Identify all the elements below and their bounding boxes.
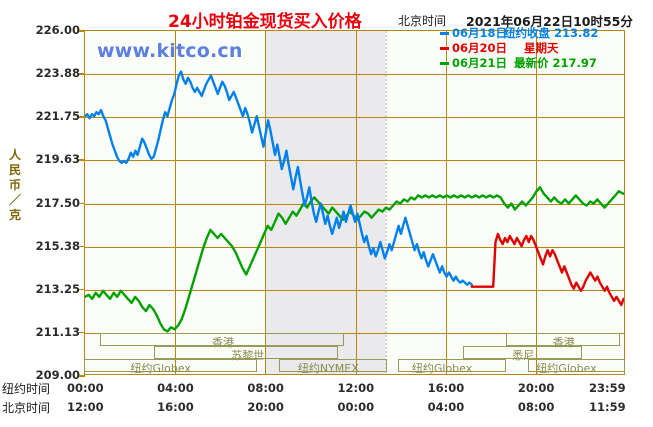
x-tick-label: 20:00: [247, 400, 284, 414]
gridline-vertical: [355, 31, 357, 374]
gridline-vertical: [445, 31, 447, 374]
legend-date: 06月18日: [452, 26, 508, 40]
y-axis-title: 人民币／克: [8, 148, 21, 222]
series-line-0618: [85, 70, 473, 286]
legend: 06月18日 纽约收盘 213.82 06月20日 星期天 06月21日 最新价…: [440, 26, 623, 71]
session-bar: [100, 333, 344, 346]
legend-date: 06月21日: [452, 56, 508, 70]
session-bar: [278, 359, 387, 372]
y-tick-mark: [79, 245, 85, 248]
x-tick-label: 16:00: [427, 381, 465, 395]
x-tick-label: 11:59: [589, 400, 626, 414]
session-label: 香港: [552, 335, 575, 349]
y-tick-label: 219.63: [35, 152, 80, 167]
x-tick-label: 12:00: [67, 400, 104, 414]
gridline-horizontal: [85, 117, 624, 119]
y-tick-mark: [79, 30, 85, 32]
y-tick-mark: [79, 331, 85, 334]
y-tick-mark: [79, 202, 85, 204]
legend-item-0620: 06月20日 星期天: [440, 41, 623, 56]
gridline-horizontal: [85, 203, 624, 205]
x-tick-label: 16:00: [157, 400, 194, 414]
session-bar: [397, 359, 506, 372]
session-label: 纽约Globex: [411, 361, 473, 375]
x-tick-label: 23:59: [589, 381, 626, 395]
price-series-svg: [85, 70, 624, 333]
gridline-horizontal: [85, 289, 624, 291]
y-tick-label: 211.13: [35, 324, 80, 339]
legend-item-0618: 06月18日 纽约收盘 213.82: [440, 26, 623, 41]
legend-date: 06月20日: [452, 41, 508, 55]
session-bar: [505, 333, 620, 346]
gridline-horizontal: [85, 160, 624, 162]
y-tick-mark: [79, 288, 85, 291]
y-tick-mark: [79, 159, 85, 161]
x-tick-label: 20:00: [517, 381, 555, 395]
gridline-vertical: [535, 31, 537, 374]
session-label: 苏黎世: [231, 348, 265, 362]
gridline-horizontal: [85, 332, 624, 334]
legend-swatch-icon: [440, 32, 449, 35]
session-highlight-edge: [385, 31, 387, 374]
gridline-vertical: [175, 31, 177, 374]
session-bar: [84, 359, 258, 372]
x-tick-label: 08:00: [517, 400, 555, 414]
legend-note: 星期天: [524, 41, 559, 55]
session-label: 悉尼: [512, 348, 535, 362]
x-tick-label: 12:00: [337, 381, 375, 395]
session-label: 纽约Globex: [536, 361, 597, 375]
market-session-bars: 香港 苏黎世 纽约Globex 纽约NYMEX 纽约Globex 悉尼 香港 纽约Globex: [84, 331, 625, 375]
session-bar: [154, 346, 339, 359]
session-highlight-band: [265, 31, 385, 374]
y-tick-label: 226.00: [35, 23, 80, 37]
x-axis-row-label: 纽约时间: [2, 382, 51, 396]
x-tick-label: 08:00: [247, 381, 284, 395]
page-title: 24小时铂金现货买入价格: [168, 12, 362, 32]
session-bar: [462, 346, 582, 359]
session-label: 纽约NYMEX: [297, 361, 359, 375]
gridline-horizontal: [85, 74, 624, 76]
y-tick-mark: [79, 73, 85, 75]
y-tick-mark: [79, 375, 85, 377]
y-tick-label: 221.75: [35, 109, 80, 124]
plot-area: [84, 30, 625, 375]
x-tick-label: 00:00: [67, 381, 104, 395]
y-tick-label: 213.25: [35, 281, 80, 296]
session-label: 香港: [211, 335, 234, 349]
y-tick-label: 215.38: [35, 238, 80, 253]
session-bar: [527, 359, 625, 372]
current-datetime: 2021年06月22日10时55分: [466, 14, 633, 29]
legend-swatch-icon: [440, 62, 449, 65]
y-tick-label: 209.00: [35, 368, 80, 382]
x-tick-label: 04:00: [427, 400, 465, 414]
x-axis-row-label: 北京时间: [2, 401, 51, 415]
kitco-watermark: www.kitco.cn: [97, 40, 243, 62]
legend-item-0621: 06月21日 最新价 217.97: [440, 56, 623, 71]
legend-note: 最新价 217.97: [514, 56, 597, 70]
y-axis-ticks: 226.00 223.88 221.75 219.63 217.50 215.38 213.…: [0, 0, 85, 427]
x-tick-label: 00:00: [337, 400, 375, 414]
gridline-vertical: [265, 31, 267, 374]
legend-note: 纽约收盘 213.82: [504, 26, 599, 40]
y-tick-label: 223.88: [35, 66, 80, 81]
timezone-label: 北京时间: [398, 14, 447, 28]
series-line-0620: [470, 232, 624, 307]
session-label: 纽约Globex: [130, 361, 191, 375]
gridline-horizontal: [85, 246, 624, 248]
x-tick-label: 04:00: [157, 381, 194, 395]
y-tick-label: 217.50: [35, 195, 80, 210]
y-tick-mark: [79, 116, 85, 118]
legend-swatch-icon: [440, 47, 449, 50]
